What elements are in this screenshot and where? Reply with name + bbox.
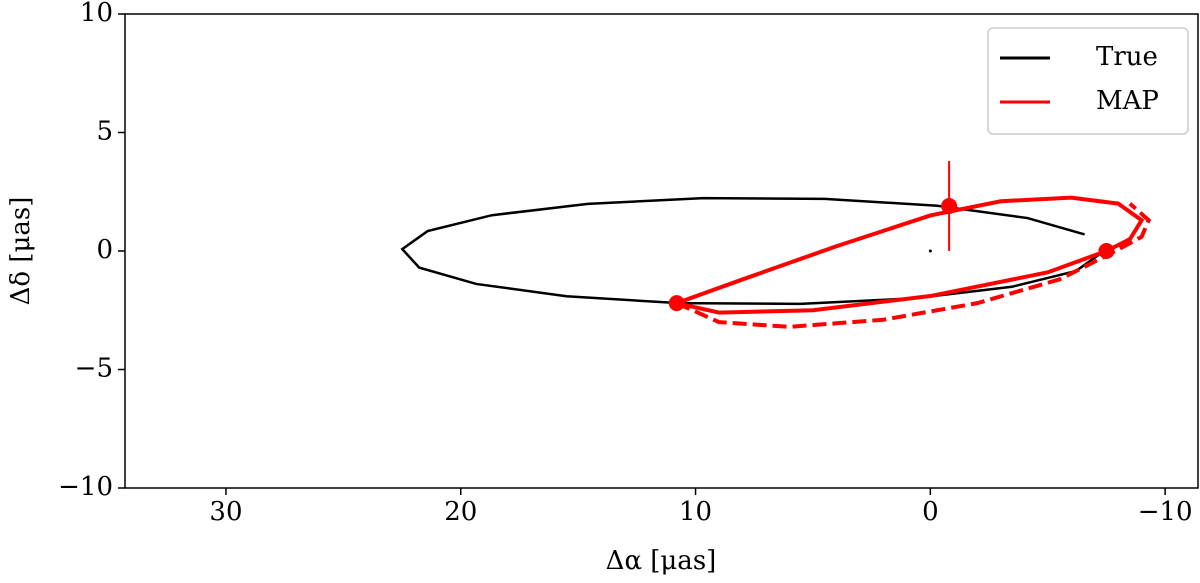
plot-frame: [124, 13, 1199, 489]
x-tick-label: 30: [209, 497, 242, 527]
data-point: [941, 197, 958, 214]
legend-label: MAP: [1096, 86, 1159, 116]
data-point: [668, 295, 685, 312]
series-line: [675, 202, 1152, 329]
center-point: [928, 249, 932, 253]
y-tick-label: 10: [80, 0, 113, 28]
x-tick-label: −10: [1138, 497, 1193, 527]
x-tick-label: 20: [444, 497, 477, 527]
y-tick-label: −5: [75, 354, 113, 384]
legend-frame: [987, 27, 1189, 135]
y-axis-label: Δδ [μas]: [6, 197, 36, 306]
x-tick-label: 10: [679, 497, 712, 527]
data-point: [1098, 243, 1115, 259]
y-tick-label: 5: [96, 117, 113, 147]
y-tick-label: 0: [96, 235, 113, 265]
legend-label: True: [1096, 42, 1158, 72]
x-tick-label: 0: [922, 497, 939, 527]
series-line: [676, 195, 1145, 315]
legend: True MAP: [987, 27, 1189, 135]
y-tick-label: −10: [58, 472, 113, 502]
x-axis-label: Δα [μas]: [606, 546, 717, 576]
series-line: [400, 196, 1103, 306]
